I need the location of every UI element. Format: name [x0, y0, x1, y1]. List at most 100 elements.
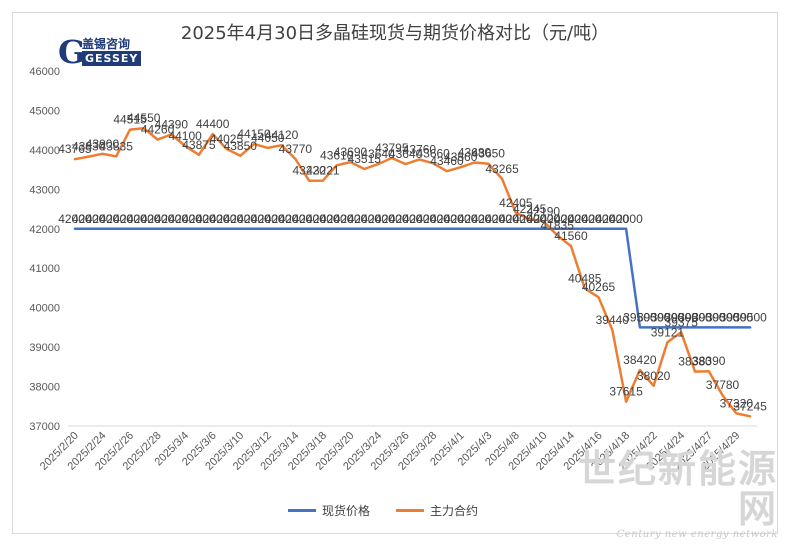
- watermark: 世纪新能源网 Century new energy network: [548, 446, 778, 541]
- data-label-spot: 42000: [389, 212, 423, 226]
- chart-frame: [12, 12, 778, 534]
- legend-label-spot: 现货价格: [322, 503, 371, 518]
- data-label-spot: 42000: [210, 212, 244, 226]
- data-label-spot: 42000: [554, 212, 588, 226]
- data-label-futures: 38020: [637, 369, 671, 383]
- data-label-spot: 42000: [141, 212, 175, 226]
- data-label-futures: 43760: [403, 142, 437, 156]
- legend-swatch-futures: [396, 508, 425, 512]
- data-label-futures: 44050: [251, 131, 285, 145]
- data-label-futures: 39121: [651, 325, 685, 339]
- data-label-futures: 44025: [210, 132, 244, 146]
- data-label-futures: 41835: [541, 218, 575, 232]
- y-tick-label: 37000: [29, 421, 60, 433]
- data-label-spot: 42000: [292, 212, 326, 226]
- data-label-futures: 38380: [678, 355, 712, 369]
- y-tick-label: 40000: [29, 303, 60, 315]
- data-label-spot: 39500: [665, 310, 699, 324]
- data-label-futures: 43221: [306, 164, 340, 178]
- data-label-spot: 42000: [596, 212, 630, 226]
- data-label-futures: 44120: [265, 128, 299, 142]
- data-label-futures: 37615: [609, 385, 643, 399]
- data-label-futures: 43610: [320, 148, 354, 162]
- logo-english-name: GESSEY: [82, 51, 142, 66]
- data-label-futures: 38390: [692, 354, 726, 368]
- series-line-spot: [73, 227, 752, 329]
- data-label-spot: 42000: [279, 212, 313, 226]
- data-label-futures: 42190: [527, 204, 561, 218]
- data-label-spot: 42000: [265, 212, 299, 226]
- data-label-spot: 42000: [182, 212, 216, 226]
- data-label-spot: 39500: [637, 310, 671, 324]
- data-label-spot: 42000: [224, 212, 258, 226]
- data-label-futures: 42245: [513, 202, 547, 216]
- data-label-spot: 39500: [623, 310, 657, 324]
- logo-chinese-name: 盖锡咨询: [82, 37, 131, 51]
- data-label-spot: 42000: [375, 212, 409, 226]
- data-label-spot: 42000: [403, 212, 437, 226]
- data-label-futures: 43900: [86, 137, 120, 151]
- data-label-spot: 42000: [499, 212, 533, 226]
- data-label-spot: 39500: [706, 310, 740, 324]
- y-tick-label: 45000: [29, 105, 60, 117]
- data-label-futures: 40485: [568, 272, 602, 286]
- data-label-spot: 39500: [678, 310, 712, 324]
- data-label-futures: 37245: [733, 399, 767, 413]
- data-label-spot: 42000: [444, 212, 478, 226]
- data-label-spot: 42000: [568, 212, 602, 226]
- data-label-futures: 43460: [430, 154, 464, 168]
- data-label-spot: 42000: [430, 212, 464, 226]
- data-label-spot: 42000: [458, 212, 492, 226]
- chart-legend: 现货价格 主力合约: [288, 500, 504, 520]
- legend-item-futures: 主力合约: [396, 502, 478, 519]
- data-label-futures: 43220: [292, 164, 326, 178]
- data-label-futures: 44150: [237, 127, 271, 141]
- data-label-spot: 42000: [513, 212, 547, 226]
- watermark-english: Century new energy network: [616, 529, 778, 540]
- data-label-futures: 43680: [458, 146, 492, 160]
- data-label-spot: 42000: [609, 212, 643, 226]
- data-label-spot: 42000: [361, 212, 395, 226]
- data-label-futures: 43640: [389, 147, 423, 161]
- data-label-futures: 43850: [224, 139, 258, 153]
- data-label-spot: 42000: [472, 212, 506, 226]
- data-label-futures: 39375: [665, 315, 699, 329]
- data-label-spot: 42000: [485, 212, 519, 226]
- data-label-futures: 43650: [472, 147, 506, 161]
- series-line-futures: [73, 126, 752, 418]
- data-label-futures: 43875: [182, 138, 216, 152]
- data-label-spot: 42000: [348, 212, 382, 226]
- data-label-spot: 42000: [582, 212, 616, 226]
- data-label-futures: 40265: [582, 280, 616, 294]
- data-label-spot: 42000: [58, 212, 92, 226]
- data-label-spot: 42000: [155, 212, 189, 226]
- data-label-spot: 42000: [527, 212, 561, 226]
- data-label-futures: 44515: [113, 113, 147, 127]
- data-label-futures: 43265: [485, 162, 519, 176]
- data-label-spot: 42000: [113, 212, 147, 226]
- data-label-futures: 43830: [72, 140, 106, 154]
- data-label-spot: 42000: [127, 212, 161, 226]
- data-label-spot: 39500: [720, 310, 754, 324]
- watermark-chinese: 世纪新能源网: [577, 446, 778, 531]
- data-label-futures: 43640: [361, 147, 395, 161]
- legend-swatch-spot: [288, 508, 316, 512]
- data-label-spot: 42000: [320, 212, 354, 226]
- y-tick-label: 41000: [29, 263, 60, 275]
- data-label-spot: 39500: [692, 310, 726, 324]
- data-label-futures: 43765: [58, 142, 92, 156]
- data-label-spot: 42000: [168, 212, 202, 226]
- logo-mark: G: [58, 33, 86, 71]
- data-label-spot: 42000: [86, 212, 120, 226]
- legend-item-spot: 现货价格: [288, 502, 370, 519]
- y-tick-label: 39000: [29, 342, 60, 354]
- data-label-futures: 44550: [127, 111, 161, 125]
- data-label-futures: 37320: [720, 396, 754, 410]
- data-label-spot: 39500: [733, 310, 767, 324]
- data-label-spot: 42000: [541, 212, 575, 226]
- data-label-spot: 42000: [196, 212, 230, 226]
- y-tick-label: 38000: [29, 382, 60, 394]
- data-label-futures: 43660: [416, 146, 450, 160]
- data-label-futures: 43690: [334, 145, 368, 159]
